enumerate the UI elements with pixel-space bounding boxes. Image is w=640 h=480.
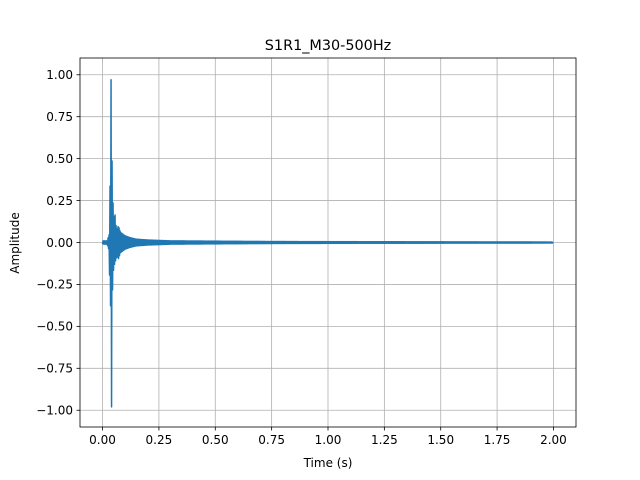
y-tick-label: 0.25 <box>46 194 73 208</box>
y-tick-label: 0.75 <box>46 110 73 124</box>
x-tick-label: 1.75 <box>484 433 511 447</box>
x-tick-label: 0.50 <box>202 433 229 447</box>
x-tick-label: 1.00 <box>315 433 342 447</box>
x-tick-label: 1.25 <box>371 433 398 447</box>
x-axis: 0.00 0.25 0.50 0.75 1.00 1.25 1.50 1.75 2.00 <box>89 427 567 447</box>
y-tick-label: 0.50 <box>46 152 73 166</box>
y-tick-label: −0.50 <box>36 320 73 334</box>
y-axis: −1.00 −0.75 −0.50 −0.25 0.00 0.25 0.50 0.75 1.00 <box>36 68 80 418</box>
x-tick-label: 0.25 <box>146 433 173 447</box>
x-tick-label: 1.50 <box>427 433 454 447</box>
waveform-series <box>101 79 554 408</box>
chart-title: S1R1_M30-500Hz <box>265 38 391 54</box>
x-tick-label: 0.75 <box>258 433 285 447</box>
y-tick-label: −1.00 <box>36 404 73 418</box>
x-tick-label: 0.00 <box>89 433 116 447</box>
y-axis-label: Amplitude <box>8 212 22 274</box>
y-tick-label: −0.25 <box>36 278 73 292</box>
y-tick-label: 1.00 <box>46 68 73 82</box>
x-axis-label: Time (s) <box>303 456 353 470</box>
y-tick-label: 0.00 <box>46 236 73 250</box>
waveform-line <box>101 79 554 408</box>
x-tick-label: 2.00 <box>540 433 567 447</box>
y-tick-label: −0.75 <box>36 362 73 376</box>
